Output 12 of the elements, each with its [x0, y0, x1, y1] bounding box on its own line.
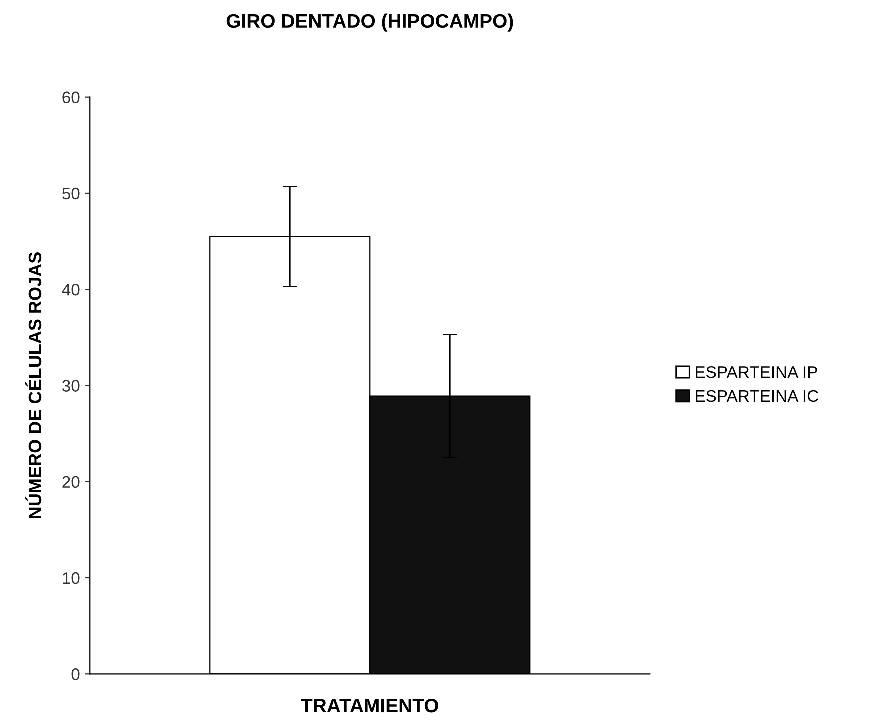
- y-tick-label: 50: [62, 188, 80, 200]
- y-tick-label: 10: [63, 572, 80, 584]
- x-axis-title: TRATAMIENTO: [301, 698, 438, 713]
- y-tick-label: 0: [72, 668, 80, 680]
- legend-label: ESPARTEINA IP: [696, 366, 818, 378]
- y-tick-label: 40: [62, 284, 80, 296]
- legend-label: ESPARTEINA IC: [696, 390, 818, 402]
- y-tick-label: 20: [62, 476, 80, 488]
- y-axis-title: NÚMERO DE CÉLULAS ROJAS: [25, 252, 42, 518]
- chart-title: GIRO DENTADO (HIPOCAMPO): [226, 14, 514, 32]
- y-tick-label: 30: [62, 380, 80, 392]
- y-tick-label: 60: [62, 92, 80, 104]
